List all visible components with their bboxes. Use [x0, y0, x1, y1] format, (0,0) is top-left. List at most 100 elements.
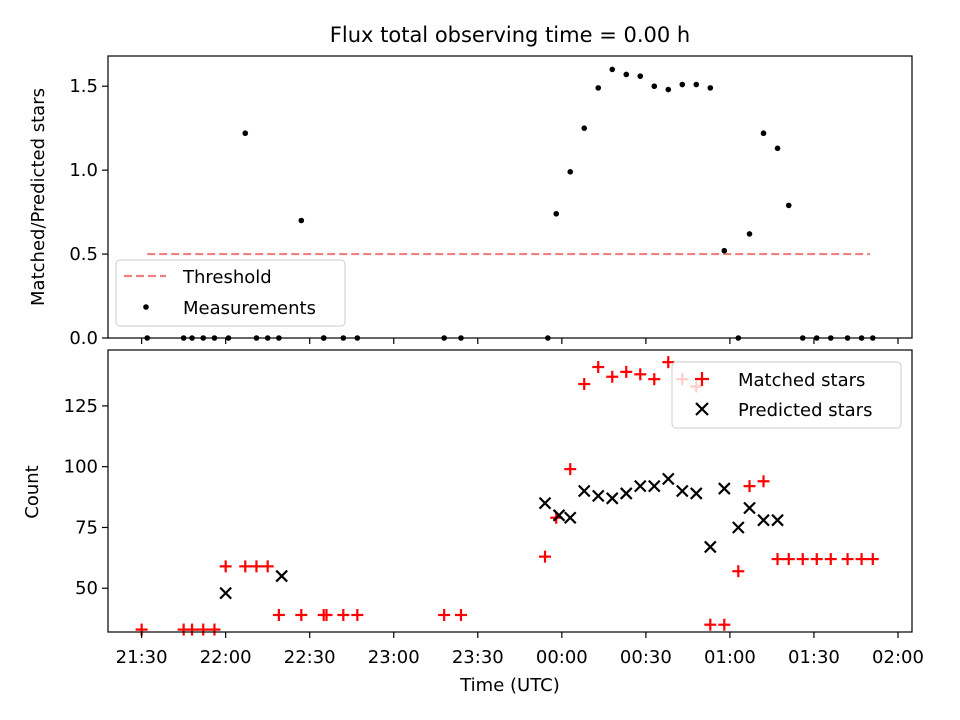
- matched-star-point: [578, 378, 591, 391]
- count-x-ticks: 21:30 22:00 22:30 23:00 23:30 00:00 00:30 01:00…: [116, 632, 924, 668]
- y-tick-label: 75: [75, 517, 98, 538]
- measurement-point: [707, 85, 714, 91]
- predicted-star-point: [757, 513, 770, 527]
- legend-measurements-label: Measurements: [183, 298, 316, 319]
- measurement-point: [774, 145, 781, 152]
- legend-measurements-swatch: [143, 304, 149, 310]
- y-tick-label: 0.0: [69, 328, 98, 349]
- measurement-point: [637, 73, 644, 79]
- y-tick-label: 1.5: [69, 76, 98, 97]
- matched-star-point: [841, 553, 854, 566]
- predicted-star-point: [771, 513, 784, 527]
- legend-predicted-label: Predicted stars: [738, 400, 872, 421]
- matched-star-point: [855, 553, 868, 566]
- y-tick-label: 100: [64, 457, 98, 478]
- matched-star-point: [219, 560, 232, 573]
- predicted-star-point: [605, 492, 619, 505]
- matched-star-point: [197, 623, 210, 636]
- measurement-point: [785, 202, 792, 209]
- matched-star-point: [771, 553, 784, 566]
- count-y-axis-label: Count: [22, 465, 43, 518]
- matched-star-point: [704, 618, 717, 631]
- legend-matched-label: Matched stars: [738, 370, 865, 391]
- matched-star-point: [620, 365, 633, 378]
- predicted-star-point: [647, 479, 661, 493]
- predicted-star-point: [718, 482, 731, 495]
- y-tick-label: 1.0: [69, 160, 98, 181]
- matched-star-point: [351, 608, 364, 621]
- matched-star-point: [782, 553, 795, 566]
- measurement-point: [623, 71, 630, 78]
- measurement-point: [581, 125, 588, 131]
- matched-star-point: [186, 623, 199, 636]
- count-panel: 50 75 100 125 21:30 22:00 22:30 23:00 23:30 00:0…: [22, 349, 924, 696]
- matched-star-point: [320, 608, 333, 621]
- flux-legend: Threshold Measurements: [115, 259, 346, 327]
- matched-star-point: [743, 480, 756, 493]
- matched-star-point: [250, 560, 263, 573]
- x-tick-label: 23:30: [452, 647, 504, 668]
- matched-star-point: [454, 608, 467, 621]
- flux-legend-box: [115, 259, 346, 327]
- predicted-star-point: [743, 501, 756, 515]
- x-tick-label: 02:00: [872, 647, 924, 668]
- matched-star-point: [272, 608, 285, 621]
- matched-star-point: [648, 373, 661, 386]
- matched-star-point: [757, 475, 770, 488]
- x-tick-label: 01:30: [788, 647, 840, 668]
- measurement-point: [665, 86, 672, 93]
- predicted-star-point: [704, 540, 717, 554]
- matched-star-point: [261, 560, 274, 573]
- matched-star-point: [796, 553, 809, 566]
- matched-star-point: [606, 370, 619, 383]
- measurement-point: [609, 66, 616, 73]
- predicted-star-point: [690, 487, 703, 500]
- predicted-star-point: [577, 484, 591, 498]
- x-tick-label: 23:00: [368, 647, 420, 668]
- measurement-point: [760, 130, 767, 137]
- measurement-point: [567, 169, 574, 175]
- measurement-point: [693, 81, 700, 88]
- legend-predicted-swatch: [695, 402, 709, 416]
- legend-matched-swatch: [695, 372, 709, 386]
- matched-star-point: [337, 608, 350, 621]
- predicted-star-point: [732, 521, 745, 534]
- matched-star-point: [718, 618, 731, 631]
- matched-star-point: [810, 553, 823, 566]
- matched-star-point: [592, 361, 605, 374]
- x-tick-label: 21:30: [116, 647, 168, 668]
- predicted-star-point: [662, 472, 675, 486]
- flux-y-axis-label: Matched/Predicted stars: [28, 88, 49, 306]
- x-axis-label: Time (UTC): [459, 675, 560, 696]
- measurement-point: [298, 217, 305, 224]
- matched-star-point: [239, 560, 252, 573]
- chart-title: Flux total observing time = 0.00 h: [330, 23, 690, 47]
- x-tick-label: 22:00: [200, 647, 252, 668]
- measurement-point: [595, 85, 602, 91]
- predicted-star-point: [538, 496, 552, 510]
- matched-star-point: [866, 553, 879, 566]
- y-tick-label: 125: [64, 396, 98, 417]
- measurement-point: [721, 247, 728, 254]
- count-axes-frame: [107, 349, 913, 633]
- x-tick-label: 01:00: [704, 647, 756, 668]
- matched-star-point: [208, 623, 221, 636]
- matched-star-point: [295, 608, 308, 621]
- matched-star-point: [824, 553, 837, 566]
- count-legend: Matched stars Predicted stars: [671, 361, 902, 429]
- measurement-point: [679, 81, 686, 88]
- predicted-star-point: [275, 569, 288, 583]
- predicted-star-point: [563, 511, 577, 525]
- count-plot-area: [135, 356, 879, 636]
- matched-star-point: [732, 565, 745, 578]
- measurement-point: [242, 130, 249, 137]
- flux-axes-frame: [107, 55, 913, 339]
- measurement-point: [651, 83, 658, 90]
- matched-star-point: [539, 550, 552, 563]
- count-y-ticks: 50 75 100 125: [64, 396, 108, 599]
- legend-threshold-label: Threshold: [182, 267, 272, 288]
- flux-x-ticks: [141, 338, 899, 344]
- measurement-point: [553, 210, 560, 217]
- x-tick-label: 00:30: [620, 647, 672, 668]
